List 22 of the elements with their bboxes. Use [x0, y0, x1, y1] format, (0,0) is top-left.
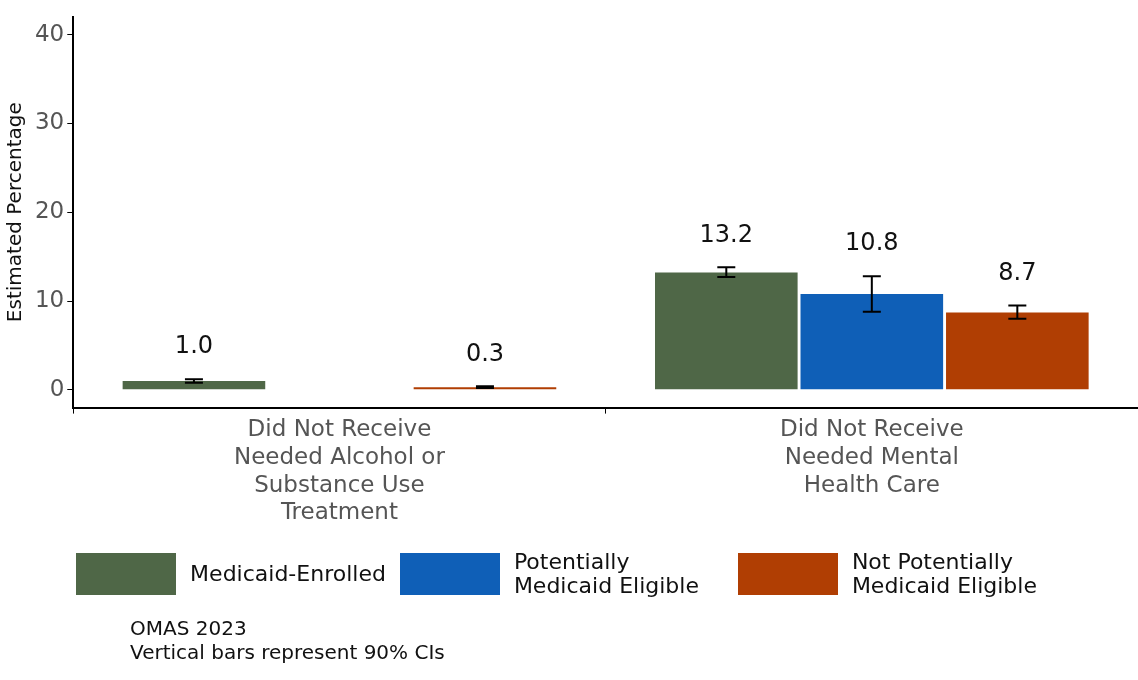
legend-label: Potentially Medicaid Eligible: [513, 549, 700, 598]
x-tick-label: Did Not Receive Needed Alcohol or Substance Use Treatment: [234, 415, 446, 525]
y-tick-label: 10: [34, 285, 65, 312]
bar: [655, 272, 798, 390]
y-tick-label: 20: [34, 197, 65, 224]
legend-label: Not Potentially Medicaid Eligible: [851, 549, 1038, 598]
data-label: 10.8: [845, 228, 899, 257]
x-tick-label: Did Not Receive Needed Mental Health Care: [779, 415, 964, 497]
bar: [946, 312, 1089, 390]
y-tick-label: 0: [49, 374, 65, 401]
data-label: 13.2: [699, 219, 754, 248]
bar: [800, 293, 944, 390]
bar: [122, 380, 266, 390]
text: OMAS 2023: [130, 616, 248, 640]
y-tick-label: 40: [34, 19, 65, 46]
text: Vertical bars represent 90% CIs: [130, 640, 446, 664]
data-label: 1.0: [174, 331, 214, 360]
data-label: 0.3: [465, 338, 505, 367]
data-label: 8.7: [998, 257, 1037, 286]
y-axis-title: Estimated Percentage: [2, 102, 27, 323]
y-tick-label: 30: [34, 108, 65, 135]
legend-label: Medicaid-Enrolled: [190, 561, 386, 586]
